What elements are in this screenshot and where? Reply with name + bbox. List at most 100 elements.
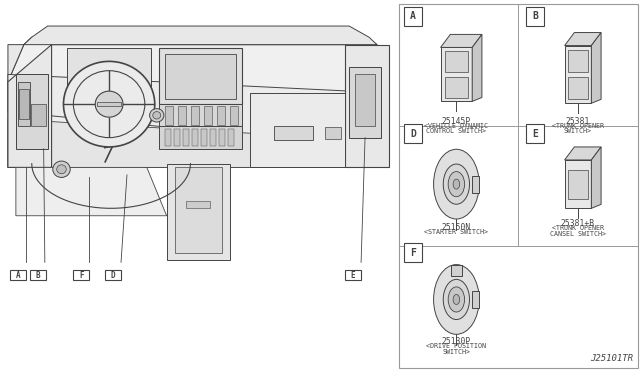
Polygon shape (564, 32, 601, 45)
Polygon shape (440, 34, 482, 47)
Circle shape (448, 287, 465, 312)
Polygon shape (440, 47, 472, 101)
Polygon shape (164, 129, 171, 146)
Text: B: B (532, 12, 538, 21)
Text: B: B (35, 271, 40, 280)
Polygon shape (472, 176, 479, 193)
Text: E: E (351, 271, 355, 280)
Text: <TRUNK OPENER: <TRUNK OPENER (552, 225, 604, 231)
Text: SWITCH>: SWITCH> (442, 349, 470, 355)
Polygon shape (8, 37, 389, 167)
Text: J25101TR: J25101TR (589, 354, 633, 363)
Polygon shape (564, 147, 601, 160)
Polygon shape (568, 170, 588, 199)
Polygon shape (201, 129, 207, 146)
FancyBboxPatch shape (10, 270, 26, 280)
Circle shape (57, 165, 67, 174)
Polygon shape (250, 93, 345, 167)
Polygon shape (178, 106, 186, 125)
Circle shape (453, 295, 460, 304)
Polygon shape (445, 51, 468, 72)
Text: D: D (111, 271, 115, 280)
Text: A: A (15, 271, 20, 280)
Polygon shape (159, 126, 242, 149)
Circle shape (448, 171, 465, 197)
FancyBboxPatch shape (29, 270, 45, 280)
Text: 25150N: 25150N (442, 223, 471, 232)
Circle shape (444, 279, 470, 320)
Circle shape (95, 91, 123, 117)
Polygon shape (325, 127, 341, 139)
Polygon shape (451, 264, 462, 276)
FancyBboxPatch shape (74, 270, 90, 280)
Polygon shape (97, 102, 121, 106)
Polygon shape (16, 167, 166, 216)
Polygon shape (345, 45, 389, 167)
Polygon shape (159, 104, 242, 126)
Polygon shape (219, 129, 225, 146)
Polygon shape (8, 45, 52, 167)
Polygon shape (355, 74, 375, 126)
Polygon shape (564, 160, 591, 208)
Polygon shape (204, 106, 212, 125)
Polygon shape (228, 129, 234, 146)
Circle shape (63, 61, 155, 147)
Text: 25381+B: 25381+B (561, 219, 595, 228)
Polygon shape (166, 164, 230, 260)
Polygon shape (31, 104, 45, 126)
FancyBboxPatch shape (525, 124, 544, 143)
Circle shape (444, 164, 470, 204)
FancyBboxPatch shape (525, 7, 544, 26)
Text: <TRUNK OPENER: <TRUNK OPENER (552, 123, 604, 129)
FancyBboxPatch shape (345, 270, 361, 280)
Circle shape (453, 179, 460, 189)
Polygon shape (19, 89, 29, 119)
FancyBboxPatch shape (399, 4, 637, 368)
Polygon shape (217, 106, 225, 125)
Polygon shape (8, 119, 389, 167)
Text: CONTROL SWITCH>: CONTROL SWITCH> (426, 128, 486, 134)
Polygon shape (173, 129, 180, 146)
Text: CANSEL SWITCH>: CANSEL SWITCH> (550, 231, 606, 237)
Circle shape (150, 109, 164, 122)
Polygon shape (16, 74, 47, 149)
Text: <STARTER SWITCH>: <STARTER SWITCH> (424, 229, 488, 235)
Text: F: F (410, 248, 416, 257)
FancyBboxPatch shape (404, 7, 422, 26)
FancyBboxPatch shape (404, 243, 422, 262)
Text: SWITCH>: SWITCH> (564, 128, 592, 134)
Polygon shape (591, 147, 601, 208)
Polygon shape (183, 129, 189, 146)
Polygon shape (274, 126, 314, 140)
Circle shape (433, 264, 479, 334)
Polygon shape (159, 48, 242, 104)
Text: <VEHICLE DYNAMIC: <VEHICLE DYNAMIC (424, 123, 488, 129)
Polygon shape (67, 48, 151, 104)
Polygon shape (445, 77, 468, 97)
Text: F: F (79, 271, 84, 280)
Polygon shape (210, 129, 216, 146)
Polygon shape (191, 106, 199, 125)
Circle shape (433, 149, 479, 219)
Text: D: D (410, 129, 416, 138)
Text: 25130P: 25130P (442, 337, 471, 346)
Polygon shape (472, 291, 479, 308)
Polygon shape (568, 77, 588, 99)
Polygon shape (186, 201, 211, 208)
Polygon shape (18, 82, 29, 126)
Circle shape (153, 112, 161, 119)
Polygon shape (349, 67, 381, 138)
Polygon shape (164, 106, 173, 125)
Polygon shape (564, 45, 591, 103)
Polygon shape (192, 129, 198, 146)
Text: <DRIVE POSITION: <DRIVE POSITION (426, 343, 486, 349)
Circle shape (52, 161, 70, 177)
Polygon shape (164, 54, 236, 99)
Polygon shape (175, 167, 222, 253)
Text: E: E (532, 129, 538, 138)
Polygon shape (230, 106, 238, 125)
Text: 25145P: 25145P (442, 117, 471, 126)
Polygon shape (568, 49, 588, 71)
Text: 25381: 25381 (566, 117, 590, 126)
Polygon shape (8, 26, 377, 82)
